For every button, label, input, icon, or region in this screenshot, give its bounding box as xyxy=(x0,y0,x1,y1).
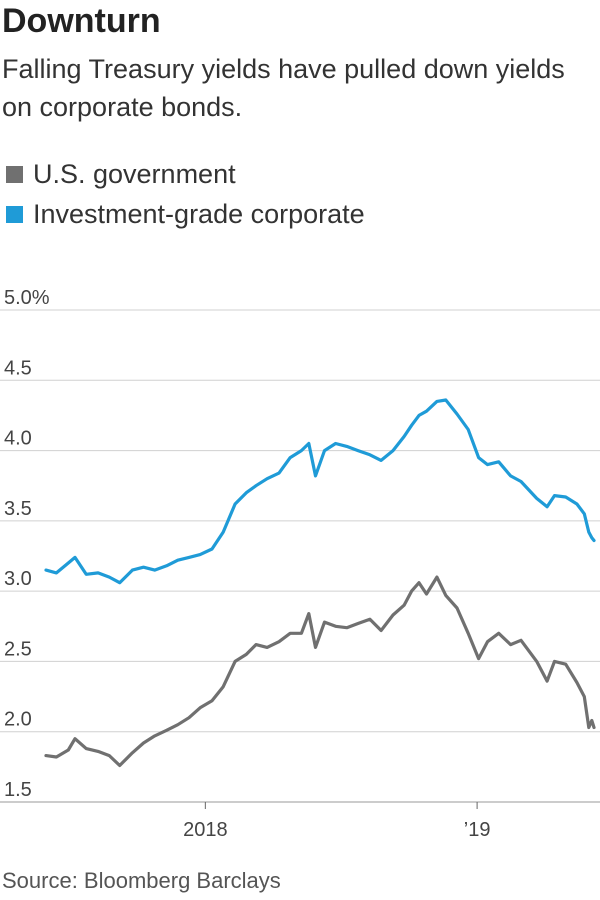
legend: U.S. government Investment-grade corpora… xyxy=(6,154,365,234)
series-line-u-s-government xyxy=(44,575,596,768)
y-tick-label: 5.0% xyxy=(4,287,50,309)
legend-swatch-us-government xyxy=(6,165,23,183)
legend-item-us-government: U.S. government xyxy=(6,154,365,194)
legend-swatch-investment-grade-corporate xyxy=(6,205,23,223)
chart-title: Downturn xyxy=(2,2,161,40)
x-tick-label: ’19 xyxy=(464,819,491,841)
y-tick-label: 4.0 xyxy=(4,428,32,450)
y-tick-label: 4.5 xyxy=(4,357,32,379)
chart-subtitle: Falling Treasury yields have pulled down… xyxy=(2,54,565,122)
legend-item-investment-grade-corporate: Investment-grade corporate xyxy=(6,194,365,234)
source-note: Source: Bloomberg Barclays xyxy=(2,868,281,893)
x-tick-label: 2018 xyxy=(183,819,228,841)
legend-label-us-government: U.S. government xyxy=(33,158,236,189)
y-tick-label: 3.0 xyxy=(4,568,32,590)
y-tick-label: 3.5 xyxy=(4,498,32,520)
y-tick-label: 1.5 xyxy=(4,779,32,801)
y-tick-label: 2.0 xyxy=(4,709,32,731)
y-tick-label: 2.5 xyxy=(4,638,32,660)
series-line-investment-grade-corporate xyxy=(44,398,596,585)
legend-label-investment-grade-corporate: Investment-grade corporate xyxy=(33,198,365,229)
